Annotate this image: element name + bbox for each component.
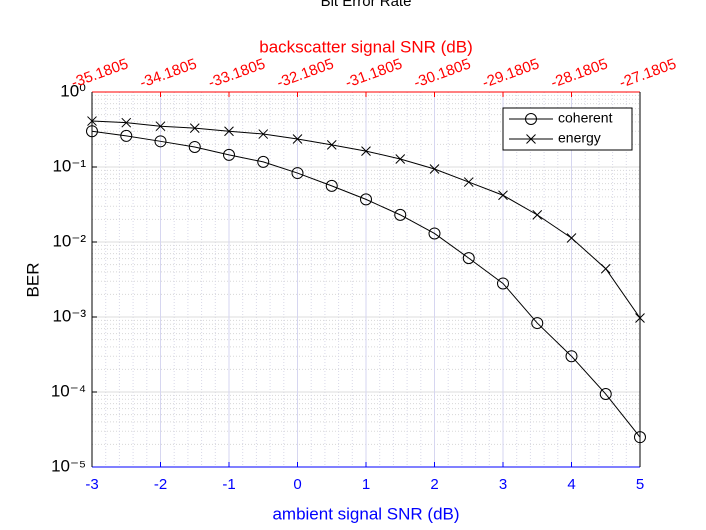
marker [566,233,577,243]
chart-title: Bit Error Rate [321,0,412,10]
y-tick-label: 10⁻⁴ [51,381,86,400]
x-tick-label: -3 [85,476,98,493]
marker [429,164,440,174]
x-tick-label: 1 [362,476,370,493]
marker [223,148,235,161]
marker [428,227,441,240]
top-axis-label: backscatter signal SNR (dB) [259,37,473,56]
y-axis-label: BER [23,263,42,298]
marker [155,121,166,132]
marker [635,313,645,323]
marker [360,193,372,206]
marker [565,350,578,363]
marker [532,210,543,220]
x-tick-label: 5 [636,476,644,493]
marker [291,167,304,180]
marker [395,154,406,164]
marker [188,140,201,153]
x-tick-label: 0 [293,476,301,493]
x-tick-label: 4 [567,476,575,493]
marker [325,179,338,192]
x-tick-label: -2 [154,476,167,493]
legend-label: coherent [558,110,613,126]
marker [121,117,132,128]
marker [531,317,544,330]
marker [525,113,537,125]
y-tick-label: 10⁰ [60,81,86,100]
series-line [91,130,641,438]
y-tick-label: 10⁻³ [52,306,86,325]
marker [634,431,646,444]
marker [87,116,97,126]
legend-box [502,107,633,151]
y-tick-label: 10⁻⁵ [51,456,86,475]
x-tick-label: 2 [430,476,438,493]
marker [120,129,133,142]
marker [526,134,536,144]
marker [258,129,269,139]
x-tick-label: -1 [222,476,235,493]
marker [292,134,303,144]
marker [361,146,371,156]
marker [498,190,508,201]
marker [189,123,200,133]
y-tick-label: 10⁻² [52,231,86,250]
legend: coherent energy [502,107,633,151]
marker [600,263,611,274]
marker [326,140,337,150]
marker [224,126,234,137]
marker [497,277,509,290]
marker [154,135,167,148]
marker [257,155,270,168]
marker [86,125,98,138]
marker [462,252,475,265]
x-axis-label: ambient signal SNR (dB) [272,504,459,523]
marker [394,208,407,221]
marker [463,177,474,187]
x-tick-label: 3 [499,476,507,493]
legend-label: energy [558,130,601,146]
y-tick-label: 10⁻¹ [52,156,86,175]
marker [599,388,612,401]
